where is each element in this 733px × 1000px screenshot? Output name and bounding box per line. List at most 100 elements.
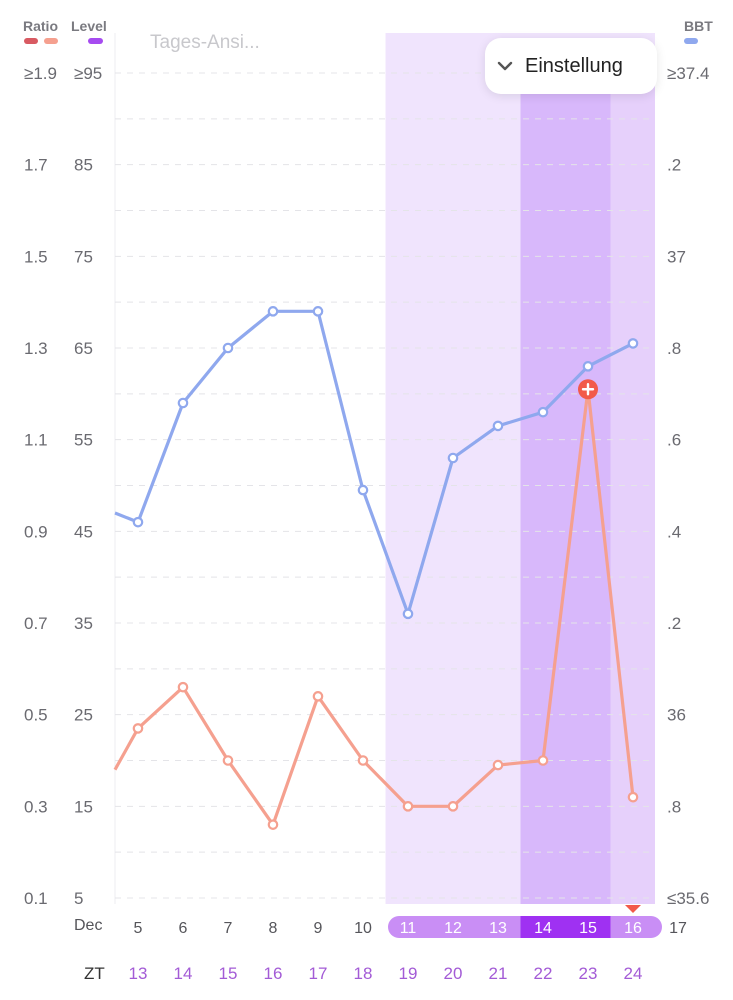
level-tick-label: 35 (74, 614, 93, 633)
x-axis: Dec ZT 5 6 7 8 9 10 11 12 13 14 15 16 17 13 14 15 16 17 18… (74, 905, 687, 983)
zt-tick-label: 15 (219, 964, 238, 983)
bbt-tick-label: 36 (667, 706, 686, 725)
level-tick-label: 25 (74, 706, 93, 725)
zt-tick-label: 24 (624, 964, 643, 983)
ratio-point[interactable] (222, 755, 234, 766)
zt-tick-label: 18 (354, 964, 373, 983)
ratio-tick-label: 0.1 (24, 889, 48, 908)
ratio-tick-label: ≥1.9 (24, 64, 57, 83)
level-tick-label: 85 (74, 156, 93, 175)
bbt-tick-label: .2 (667, 156, 681, 175)
bbt-tick-label: .8 (667, 339, 681, 358)
zt-tick-label: 17 (309, 964, 328, 983)
daily-view-label[interactable]: Tages-Ansi... (150, 32, 260, 53)
zt-tick-label: 21 (489, 964, 508, 983)
ratio-point[interactable] (402, 801, 414, 812)
level-tick-label: 65 (74, 339, 93, 358)
settings-button[interactable]: Einstellung (485, 38, 657, 94)
ratio-point[interactable] (537, 755, 549, 766)
level-tick-label: 55 (74, 431, 93, 450)
month-label: Dec (74, 917, 102, 934)
gridlines (114, 33, 655, 904)
bbt-tick-label: ≤35.6 (667, 889, 709, 908)
zt-tick-label: 20 (444, 964, 463, 983)
zt-tick-label: 19 (399, 964, 418, 983)
ratio-tick-label: 0.5 (24, 706, 48, 725)
chevron-down-icon (485, 61, 525, 71)
date-tick-label[interactable]: 14 (534, 920, 552, 937)
ratio-legend-label: Ratio (23, 18, 58, 34)
bbt-legend-swatch (684, 38, 698, 44)
today-indicator-icon (625, 905, 641, 913)
bbt-legend-label: BBT (684, 18, 713, 34)
bbt-point[interactable] (132, 516, 144, 528)
plus-icon (581, 383, 595, 396)
zt-tick-label: 22 (534, 964, 553, 983)
zt-tick-label: 16 (264, 964, 283, 983)
date-tick-label[interactable]: 10 (354, 920, 372, 937)
ratio-tick-label: 0.3 (24, 797, 48, 816)
zt-tick-label: 23 (579, 964, 598, 983)
bbt-tick-label: .6 (667, 431, 681, 450)
ratio-tick-label: 0.7 (24, 614, 48, 633)
ratio-point[interactable] (627, 791, 639, 803)
bbt-tick-label: 37 (667, 247, 686, 266)
bbt-tick-label: .8 (667, 797, 681, 816)
date-tick-label[interactable]: 15 (579, 920, 597, 937)
ratio-point[interactable] (312, 691, 324, 702)
level-tick-label: 5 (74, 889, 83, 908)
zt-tick-label: 13 (129, 964, 148, 983)
date-tick-label[interactable]: 5 (134, 920, 143, 937)
bbt-tick-label: .2 (667, 614, 681, 633)
date-tick-label[interactable]: 12 (444, 920, 462, 937)
date-tick-label[interactable]: 17 (669, 920, 687, 937)
bbt-tick-label: ≥37.4 (667, 64, 709, 83)
bbt-point[interactable] (447, 452, 459, 464)
bbt-point[interactable] (582, 361, 594, 372)
peak-band (520, 73, 611, 904)
bbt-point[interactable] (222, 342, 234, 354)
level-tick-label: 45 (74, 522, 93, 541)
ratio-point[interactable] (492, 759, 504, 771)
ratio-point[interactable] (132, 723, 144, 734)
bbt-point[interactable] (357, 484, 369, 496)
today-band (610, 73, 655, 904)
level-legend-label: Level (71, 18, 107, 34)
ratio-point[interactable] (447, 801, 459, 812)
level-tick-label: ≥95 (74, 64, 102, 83)
series-lines (113, 306, 639, 830)
ratio-legend-swatch (44, 38, 58, 44)
bbt-point[interactable] (492, 420, 504, 432)
date-tick-label[interactable]: 7 (224, 920, 233, 937)
bbt-point[interactable] (267, 306, 279, 317)
bbt-point[interactable] (627, 338, 639, 349)
date-tick-label[interactable]: 11 (400, 920, 417, 937)
bbt-point[interactable] (402, 608, 414, 620)
bbt-point[interactable] (312, 306, 324, 317)
date-tick-label[interactable]: 6 (179, 920, 188, 937)
zt-tick-label: 14 (174, 964, 193, 983)
bbt-point[interactable] (537, 406, 549, 418)
level-tick-label: 75 (74, 247, 93, 266)
peak-marker[interactable] (578, 379, 598, 400)
date-tick-label[interactable]: 16 (624, 920, 642, 937)
axis-ticks: ≥1.9 ≥95 ≥37.4 1.7 85 .2 1.5 75 37 1.3 65 .8 1.1 55 .6… (24, 64, 709, 908)
zt-label: ZT (84, 964, 105, 983)
date-tick-label[interactable]: 9 (314, 920, 323, 937)
date-tick-label[interactable]: 8 (269, 920, 278, 937)
bbt-point[interactable] (177, 397, 189, 409)
ratio-tick-label: 1.5 (24, 247, 48, 266)
date-tick-label[interactable]: 13 (489, 920, 507, 937)
ratio-point[interactable] (267, 819, 279, 830)
ratio-legend-swatch-dark (24, 38, 38, 44)
ratio-tick-label: 0.9 (24, 522, 48, 541)
fertile-window-bands (385, 33, 655, 904)
settings-label: Einstellung (525, 54, 623, 77)
level-tick-label: 15 (74, 797, 93, 816)
ratio-point[interactable] (357, 755, 369, 766)
ratio-tick-label: 1.3 (24, 339, 48, 358)
level-legend-swatch (88, 38, 103, 44)
ratio-tick-label: 1.7 (24, 156, 48, 175)
ratio-point[interactable] (177, 681, 189, 693)
